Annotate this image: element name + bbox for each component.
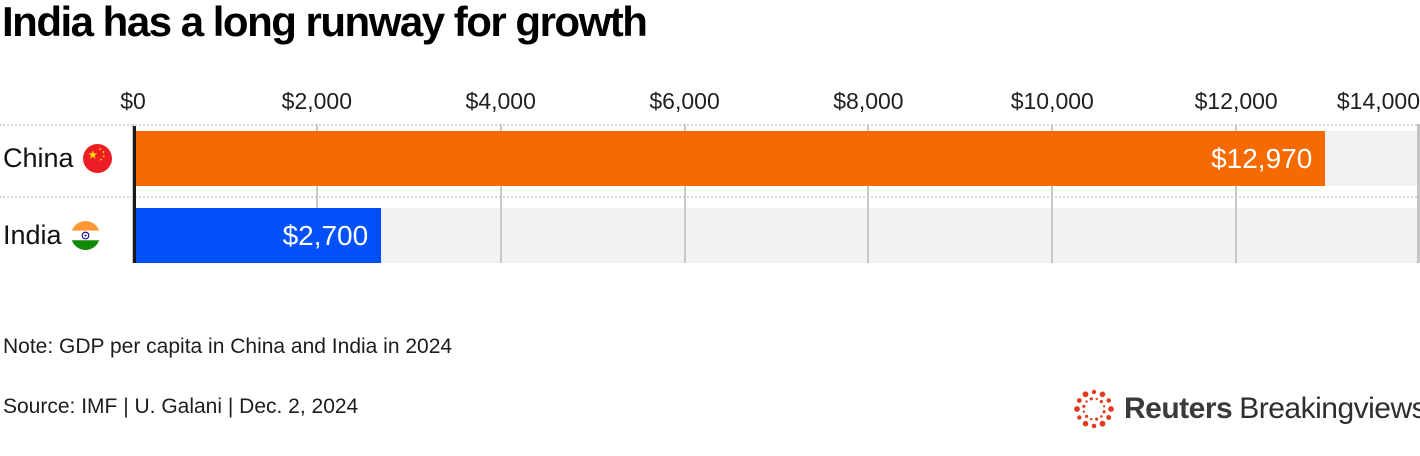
gridline bbox=[499, 124, 502, 263]
gridline bbox=[315, 124, 318, 263]
chart-title: India has a long runway for growth bbox=[2, 0, 648, 45]
row-label-china: China bbox=[3, 131, 112, 186]
india-flag-icon bbox=[70, 221, 100, 250]
chart-source: Source: IMF | U. Galani | Dec. 2, 2024 bbox=[3, 395, 359, 418]
x-tick: $14,000 bbox=[1336, 88, 1420, 114]
x-tick: $0 bbox=[120, 88, 146, 114]
x-axis: $0 $2,000 $4,000 $6,000 $8,000 $10,000 $… bbox=[120, 88, 1420, 114]
bar-value-china: $12,970 bbox=[1211, 142, 1313, 174]
row-separator bbox=[0, 196, 1420, 198]
gridline bbox=[867, 124, 870, 263]
reuters-breakingviews-logo: Reuters Breakingviews bbox=[1071, 385, 1420, 433]
row-label-text: India bbox=[3, 220, 62, 250]
x-tick: $12,000 bbox=[1194, 88, 1278, 114]
plot-area: $12,970 $2,700 China India bbox=[0, 124, 1420, 263]
bar-india: $2,700 bbox=[133, 208, 382, 263]
row-separator bbox=[0, 124, 1420, 126]
y-axis-line bbox=[133, 126, 136, 263]
bar-value-india: $2,700 bbox=[282, 219, 369, 251]
x-tick: $8,000 bbox=[833, 88, 904, 114]
gridline bbox=[1417, 124, 1420, 263]
row-label-text: China bbox=[3, 143, 74, 173]
x-tick: $2,000 bbox=[281, 88, 353, 114]
chart-note: Note: GDP per capita in China and India … bbox=[3, 335, 453, 358]
gridline bbox=[683, 124, 686, 263]
row-label-india: India bbox=[3, 208, 100, 263]
china-flag-icon bbox=[82, 144, 112, 173]
logo-suffix-text: Breakingviews bbox=[1239, 392, 1420, 425]
bar-china: $12,970 bbox=[133, 131, 1326, 186]
logo-brand-text: Reuters bbox=[1124, 392, 1233, 425]
reuters-dotted-circle-icon bbox=[1074, 389, 1114, 429]
gridline bbox=[1235, 124, 1238, 263]
gridline bbox=[1051, 124, 1054, 263]
x-tick: $10,000 bbox=[1010, 88, 1094, 114]
x-tick: $4,000 bbox=[465, 88, 536, 114]
x-tick: $6,000 bbox=[649, 88, 720, 114]
